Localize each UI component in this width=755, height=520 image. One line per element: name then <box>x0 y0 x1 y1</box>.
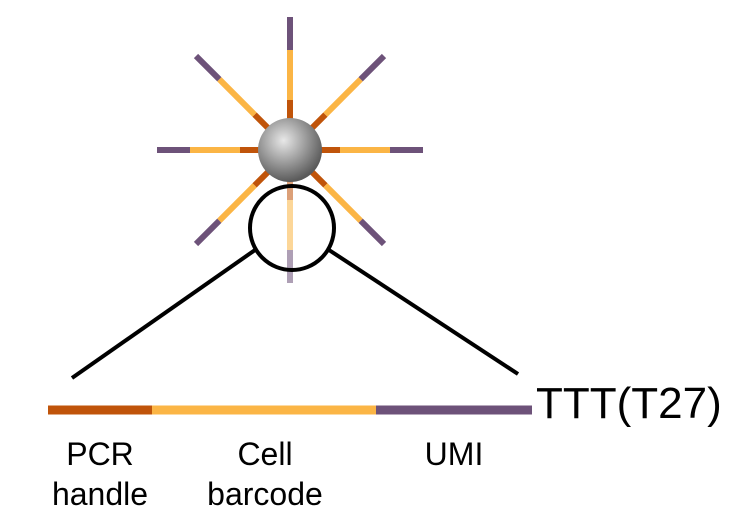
strand-5-umi <box>193 218 222 247</box>
strand-3-umi <box>358 218 387 247</box>
bead-sphere-icon <box>258 118 322 182</box>
umi-label: UMI <box>425 436 484 472</box>
pcr-handle-label-line2: handle <box>52 476 148 512</box>
cell-barcode-label-line2: barcode <box>207 476 323 512</box>
strand-5-cell-barcode <box>217 183 257 223</box>
strand-1-umi <box>358 53 387 82</box>
strand-7-cell-barcode <box>217 77 257 117</box>
poly-t-tail-label: TTT(T27) <box>536 379 722 428</box>
zoom-line-right <box>327 248 520 376</box>
pcr-handle-label-line1: PCR <box>66 436 134 472</box>
zoom-line-left <box>70 248 257 380</box>
cell-barcode-label-line1: Cell <box>237 436 292 472</box>
zoom-circle <box>248 184 336 272</box>
strand-1-cell-barcode <box>323 77 363 117</box>
strand-7-umi <box>193 53 222 82</box>
strand-3-cell-barcode <box>323 183 363 223</box>
